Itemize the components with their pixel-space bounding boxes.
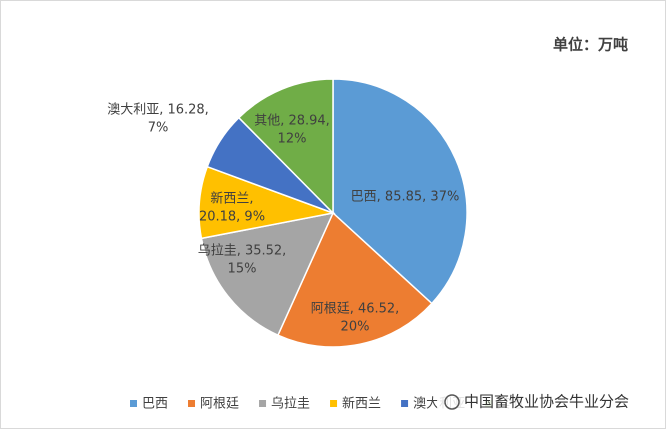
data-label: 20.18, 9% (199, 210, 265, 225)
watermark-bg (437, 388, 652, 416)
pie-slice (332, 78, 468, 305)
watermark: 中国畜牧业协会牛业分会 (437, 388, 652, 416)
legend-swatch (188, 400, 196, 407)
pie-slice (200, 211, 335, 337)
legend-label: 阿根廷 (200, 397, 239, 412)
data-label: 15% (228, 262, 257, 277)
pie-slice (276, 211, 433, 348)
data-label: 其他, 28.94, (254, 114, 330, 129)
legend-label: 乌拉圭 (271, 396, 310, 412)
data-label: 新西兰, (210, 191, 253, 207)
data-label: 澳大利亚, 16.28, (107, 102, 209, 118)
legend-swatch (130, 400, 137, 407)
watermark-icon (444, 394, 460, 410)
legend-swatch (401, 400, 409, 407)
legend-label: 巴西 (142, 397, 168, 412)
data-label: 阿根廷, 46.52, (311, 302, 400, 317)
legend-label: 新西兰 (342, 396, 381, 412)
watermark-text: 中国畜牧业协会牛业分会 (464, 393, 629, 411)
legend-swatch (259, 400, 267, 407)
data-label: 乌拉圭, 35.52, (198, 243, 287, 259)
data-label: 巴西, 85.85, 37% (351, 190, 460, 205)
data-label: 20% (341, 320, 370, 335)
pie-slice (237, 78, 334, 215)
chart-title: 单位：万吨 (553, 36, 628, 54)
data-label: 12% (278, 132, 307, 147)
legend-swatch (330, 400, 338, 407)
data-label: 7% (148, 121, 169, 136)
